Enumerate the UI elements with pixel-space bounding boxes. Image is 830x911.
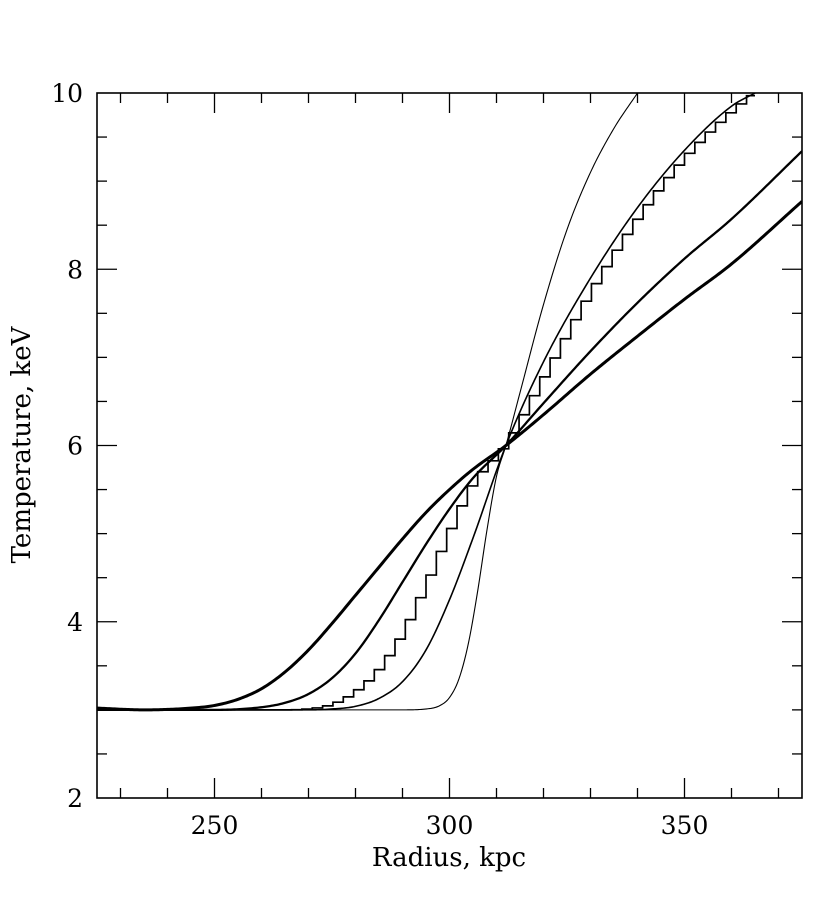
plot-frame xyxy=(96,92,803,799)
y-tick-label: 10 xyxy=(51,79,83,108)
series-line-2 xyxy=(97,93,756,711)
series-line-1 xyxy=(97,93,638,711)
series-line-3 xyxy=(97,94,755,711)
x-tick-label: 300 xyxy=(426,811,474,840)
series-layer xyxy=(97,93,802,712)
axis-tick-labels: 250 300 350 2 4 6 8 10 xyxy=(51,79,708,840)
x-tick-label: 350 xyxy=(661,811,709,840)
series-line-5 xyxy=(97,200,802,712)
axis-ticks xyxy=(97,93,802,798)
y-tick-label: 4 xyxy=(67,608,83,637)
y-tick-label: 2 xyxy=(67,784,83,813)
series-line-4 xyxy=(97,150,802,712)
y-tick-label: 8 xyxy=(67,255,83,284)
x-axis-label: Radius, kpc xyxy=(372,843,526,873)
y-axis-label: Temperature, keV xyxy=(7,325,37,563)
y-tick-label: 6 xyxy=(67,432,83,461)
x-tick-label: 250 xyxy=(191,811,239,840)
